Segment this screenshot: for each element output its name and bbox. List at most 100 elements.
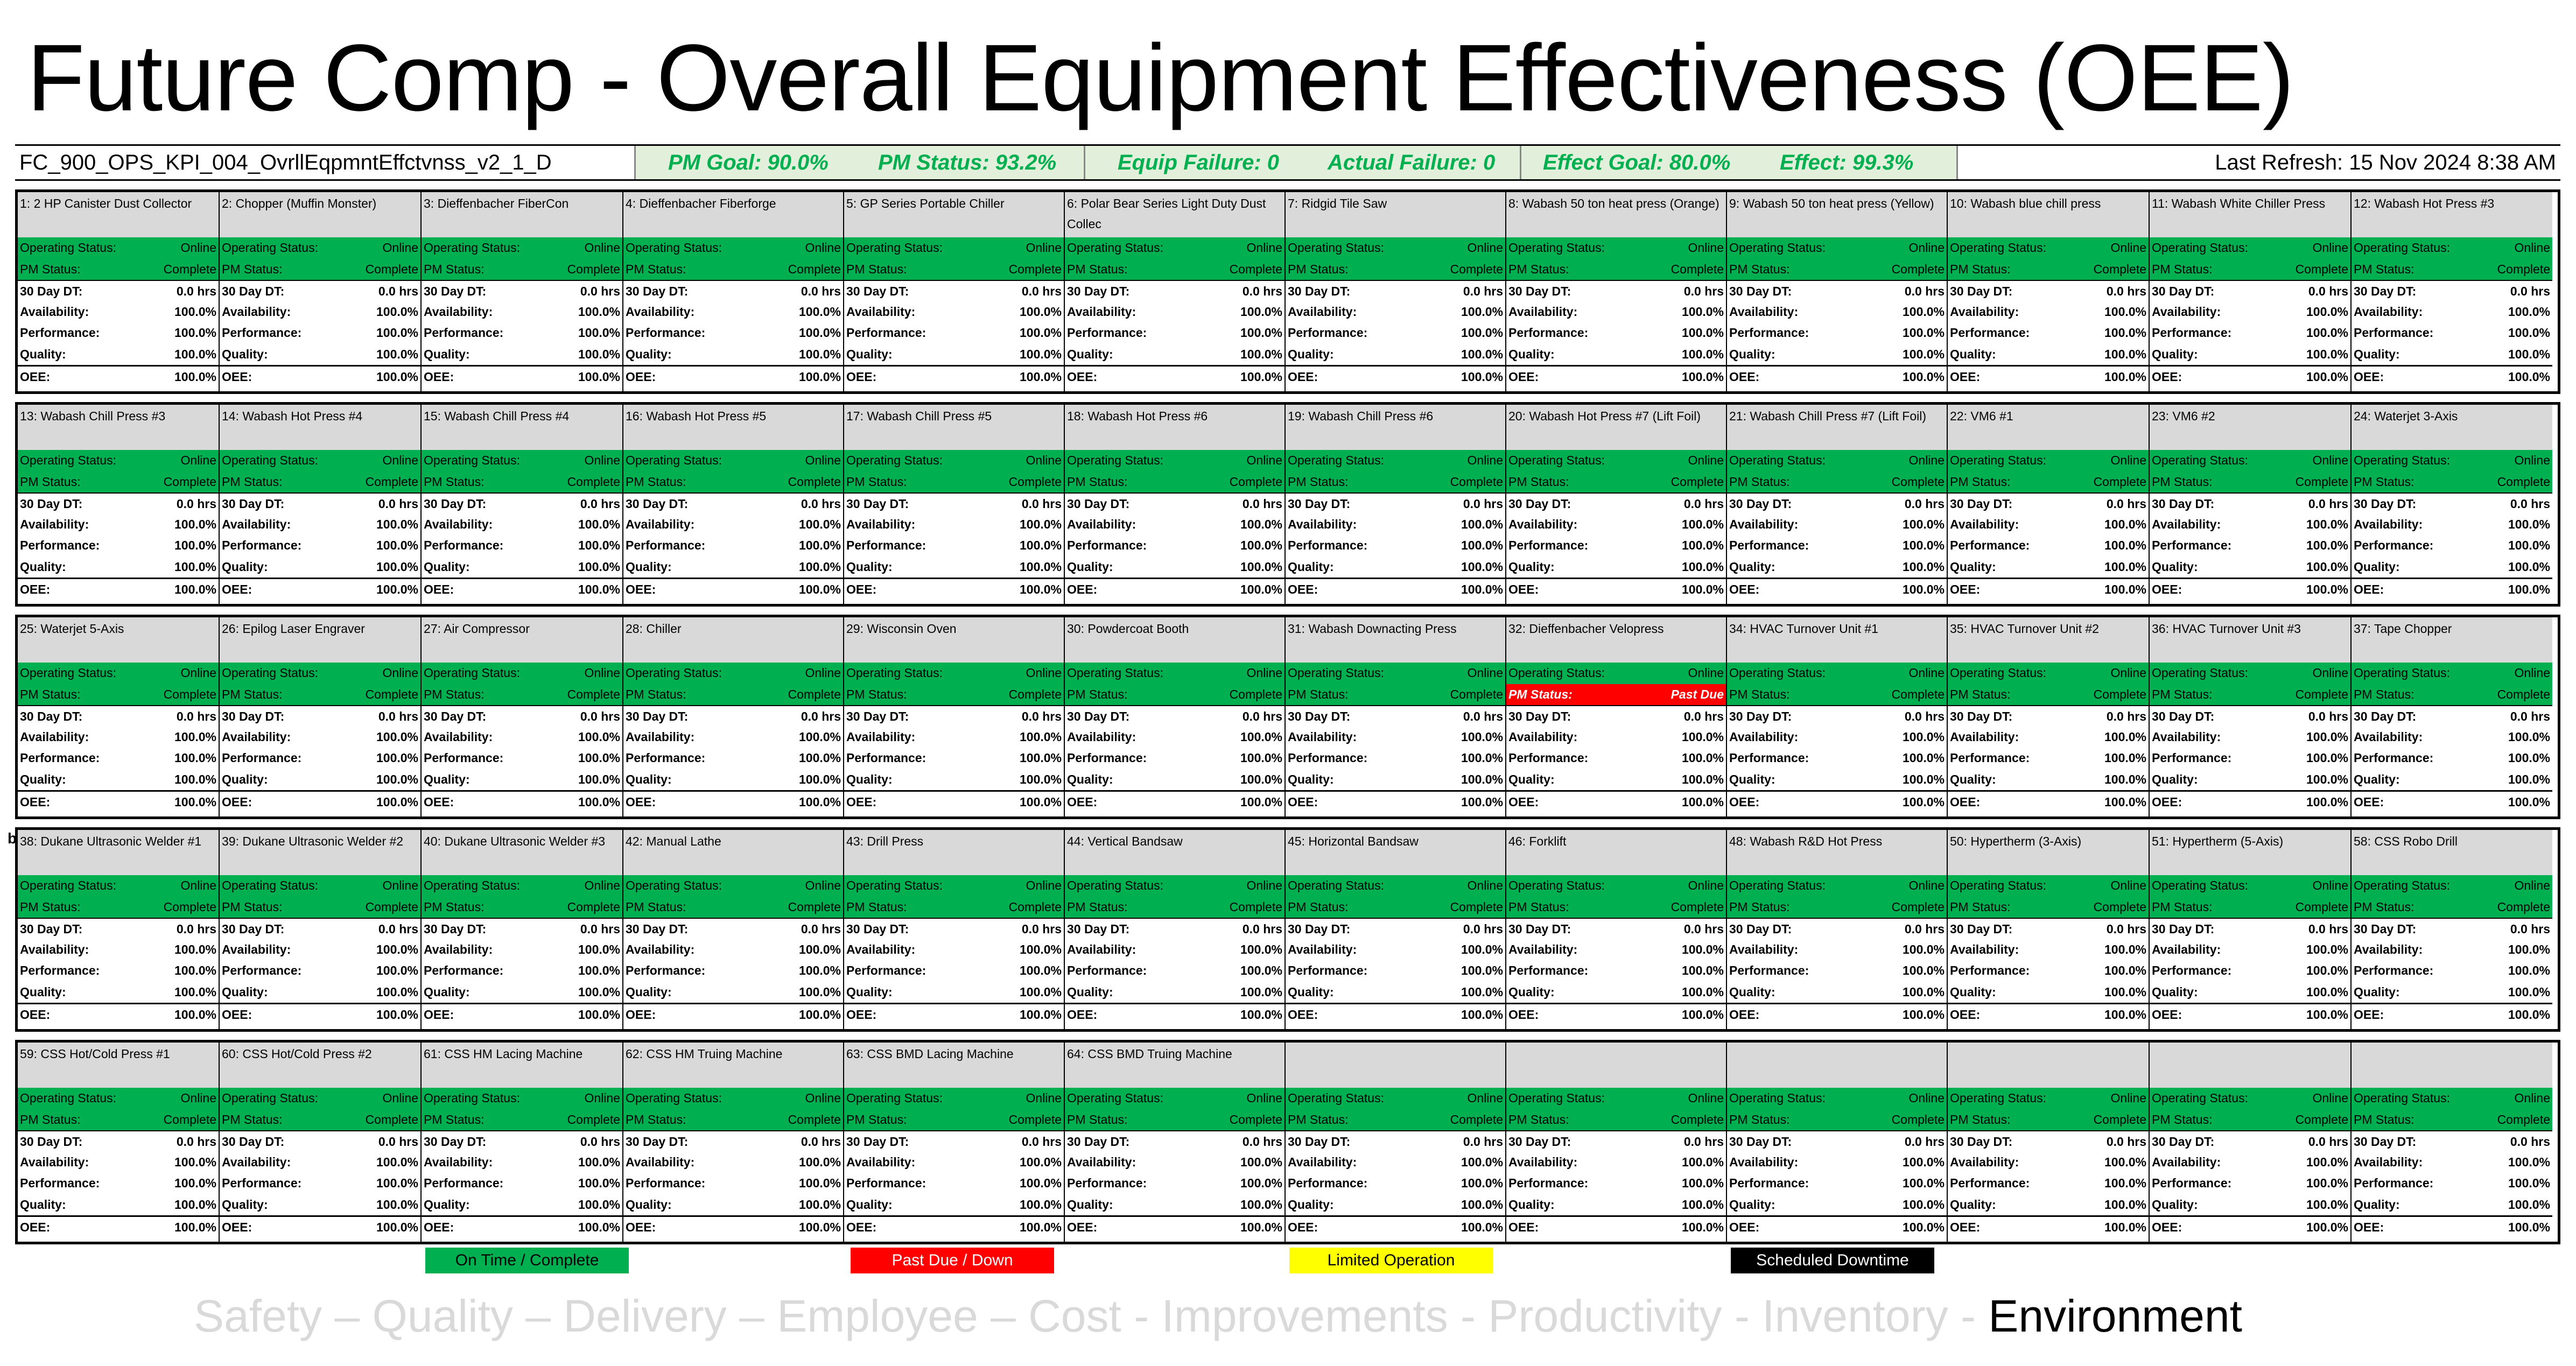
downtime-30-day-row: 30 Day DT: 0.0 hrs (2352, 1130, 2552, 1152)
equipment-card[interactable]: 7: Ridgid Tile Saw Operating Status: Onlin… (1286, 192, 1506, 391)
equipment-card[interactable]: 37: Tape Chopper Operating Status: Online P… (2352, 617, 2552, 816)
equipment-card[interactable]: 5: GP Series Portable Chiller Operating S… (844, 192, 1065, 391)
equipment-card[interactable]: 42: Manual Lathe Operating Status: Online P… (623, 830, 844, 1029)
equipment-card[interactable]: 8: Wabash 50 ton heat press (Orange) Oper… (1506, 192, 1727, 391)
equipment-card[interactable]: 20: Wabash Hot Press #7 (Lift Foil) Opera… (1506, 405, 1727, 604)
downtime-30-day-label: 30 Day DT: (2152, 284, 2215, 298)
performance-label: Performance: (20, 963, 100, 977)
oee-row: OEE: 100.0% (623, 1003, 843, 1024)
availability-row: Availability: 100.0% (18, 1152, 219, 1173)
performance-label: Performance: (626, 326, 706, 340)
pm-status-label: PM Status: (626, 474, 686, 489)
equipment-card[interactable]: 32: Dieffenbacher Velopress Operating Sta… (1506, 617, 1727, 816)
availability-label: Availability: (424, 517, 493, 531)
equipment-card[interactable]: 10: Wabash blue chill press Operating Sta… (1948, 192, 2150, 391)
downtime-30-day-label: 30 Day DT: (2354, 1135, 2417, 1149)
equipment-card[interactable]: 25: Waterjet 5-Axis Operating Status: Onli… (18, 617, 220, 816)
quality-value: 100.0% (1240, 559, 1282, 574)
performance-value: 100.0% (1240, 538, 1282, 552)
equipment-card[interactable]: 39: Dukane Ultrasonic Welder #2 Operating… (220, 830, 422, 1029)
equipment-card[interactable]: Operating Status: Online PM Status: Complet… (1506, 1043, 1727, 1242)
equipment-card[interactable]: 34: HVAC Turnover Unit #1 Operating Statu… (1727, 617, 1948, 816)
performance-row: Performance: 100.0% (623, 960, 843, 982)
equipment-card[interactable]: 16: Wabash Hot Press #5 Operating Status:… (623, 405, 844, 604)
downtime-30-day-row: 30 Day DT: 0.0 hrs (844, 1130, 1064, 1152)
equipment-card[interactable]: 35: HVAC Turnover Unit #2 Operating Statu… (1948, 617, 2150, 816)
equipment-card[interactable]: 44: Vertical Bandsaw Operating Status: Onl… (1065, 830, 1286, 1029)
equipment-card[interactable]: 64: CSS BMD Truing Machine Operating Stat… (1065, 1043, 1286, 1242)
equipment-card[interactable]: 1: 2 HP Canister Dust Collector Operating… (18, 192, 220, 391)
oee-row: OEE: 100.0% (2150, 1003, 2350, 1024)
operating-status-row: Operating Status: Online (2352, 875, 2552, 897)
equipment-name (2150, 1043, 2350, 1088)
availability-row: Availability: 100.0% (623, 514, 843, 536)
equipment-card[interactable]: 30: Powdercoat Booth Operating Status: Onl… (1065, 617, 1286, 816)
equipment-card[interactable]: 63: CSS BMD Lacing Machine Operating Stat… (844, 1043, 1065, 1242)
availability-value: 100.0% (376, 729, 418, 744)
availability-row: Availability: 100.0% (1065, 301, 1285, 323)
equipment-card[interactable]: 26: Epilog Laser Engraver Operating Statu… (220, 617, 422, 816)
equipment-name: 36: HVAC Turnover Unit #3 (2150, 617, 2350, 663)
equipment-card[interactable]: 27: Air Compressor Operating Status: Onlin… (422, 617, 623, 816)
equipment-card[interactable]: Operating Status: Online PM Status: Complet… (2150, 1043, 2352, 1242)
footer-separator: – (513, 1291, 564, 1341)
equipment-card[interactable]: 50: Hypertherm (3-Axis) Operating Status:… (1948, 830, 2150, 1029)
equipment-card[interactable]: 6: Polar Bear Series Light Duty Dust Col… (1065, 192, 1286, 391)
equipment-card[interactable]: 24: Waterjet 3-Axis Operating Status: Onli… (2352, 405, 2552, 604)
downtime-30-day-label: 30 Day DT: (20, 284, 83, 298)
equipment-card[interactable]: 12: Wabash Hot Press #3 Operating Status:… (2352, 192, 2552, 391)
equipment-card[interactable]: 17: Wabash Chill Press #5 Operating Statu… (844, 405, 1065, 604)
equipment-card[interactable]: 4: Dieffenbacher Fiberforge Operating Sta… (623, 192, 844, 391)
equipment-card[interactable]: 62: CSS HM Truing Machine Operating Statu… (623, 1043, 844, 1242)
oee-row: OEE: 100.0% (1948, 1003, 2149, 1024)
equipment-card[interactable]: 14: Wabash Hot Press #4 Operating Status:… (220, 405, 422, 604)
equipment-card[interactable]: 22: VM6 #1 Operating Status: Online PM Stat… (1948, 405, 2150, 604)
equipment-card[interactable]: 46: Forklift Operating Status: Online PM St… (1506, 830, 1727, 1029)
downtime-30-day-value: 0.0 hrs (1242, 1135, 1282, 1149)
equipment-card[interactable]: 18: Wabash Hot Press #6 Operating Status:… (1065, 405, 1286, 604)
availability-label: Availability: (1729, 304, 1799, 319)
equipment-card[interactable]: 11: Wabash White Chiller Press Operating … (2150, 192, 2352, 391)
equipment-card[interactable]: 28: Chiller Operating Status: Online PM Sta… (623, 617, 844, 816)
pm-status-value: Complete (2093, 262, 2146, 276)
equipment-card[interactable]: Operating Status: Online PM Status: Complet… (1727, 1043, 1948, 1242)
downtime-30-day-label: 30 Day DT: (1508, 709, 1571, 723)
equipment-card[interactable]: 36: HVAC Turnover Unit #3 Operating Statu… (2150, 617, 2352, 816)
equipment-card[interactable]: 23: VM6 #2 Operating Status: Online PM Stat… (2150, 405, 2352, 604)
availability-row: Availability: 100.0% (1286, 939, 1505, 961)
equipment-card[interactable]: 29: Wisconsin Oven Operating Status: Onlin… (844, 617, 1065, 816)
operating-status-label: Operating Status: (222, 453, 318, 467)
downtime-30-day-label: 30 Day DT: (2152, 497, 2215, 511)
availability-label: Availability: (1729, 942, 1799, 956)
equipment-card[interactable]: 51: Hypertherm (5-Axis) Operating Status:… (2150, 830, 2352, 1029)
downtime-30-day-value: 0.0 hrs (1242, 284, 1282, 298)
equipment-card[interactable]: 59: CSS Hot/Cold Press #1 Operating Statu… (18, 1043, 220, 1242)
availability-value: 100.0% (2306, 517, 2348, 531)
equipment-card[interactable]: 58: CSS Robo Drill Operating Status: Onlin… (2352, 830, 2552, 1029)
equipment-card[interactable]: Operating Status: Online PM Status: Complet… (2352, 1043, 2552, 1242)
oee-label: OEE: (846, 1008, 877, 1022)
equipment-card[interactable]: 21: Wabash Chill Press #7 (Lift Foil) Ope… (1727, 405, 1948, 604)
equipment-card[interactable]: Operating Status: Online PM Status: Complet… (1286, 1043, 1506, 1242)
equipment-card[interactable]: 43: Drill Press Operating Status: Online PM… (844, 830, 1065, 1029)
equipment-card[interactable]: 19: Wabash Chill Press #6 Operating Statu… (1286, 405, 1506, 604)
equipment-card[interactable]: 9: Wabash 50 ton heat press (Yellow) Oper… (1727, 192, 1948, 391)
equipment-card[interactable]: 61: CSS HM Lacing Machine Operating Statu… (422, 1043, 623, 1242)
operating-status-row: Operating Status: Online (2150, 1088, 2350, 1109)
equipment-card[interactable]: 2: Chopper (Muffin Monster) Operating Sta… (220, 192, 422, 391)
performance-label: Performance: (1288, 1176, 1368, 1190)
downtime-30-day-row: 30 Day DT: 0.0 hrs (18, 918, 219, 939)
equipment-card[interactable]: 48: Wabash R&D Hot Press Operating Status… (1727, 830, 1948, 1029)
equipment-card[interactable]: 40: Dukane Ultrasonic Welder #3 Operating… (422, 830, 623, 1029)
equipment-card[interactable]: 31: Wabash Downacting Press Operating Sta… (1286, 617, 1506, 816)
equipment-card[interactable]: 15: Wabash Chill Press #4 Operating Statu… (422, 405, 623, 604)
equipment-card[interactable]: 38: Dukane Ultrasonic Welder #1 Operating… (18, 830, 220, 1029)
availability-value: 100.0% (2104, 517, 2146, 531)
equipment-card[interactable]: 45: Horizontal Bandsaw Operating Status: O… (1286, 830, 1506, 1029)
equipment-card[interactable]: 13: Wabash Chill Press #3 Operating Statu… (18, 405, 220, 604)
availability-row: Availability: 100.0% (623, 301, 843, 323)
equipment-card[interactable]: 3: Dieffenbacher FiberCon Operating Statu… (422, 192, 623, 391)
oee-label: OEE: (20, 795, 51, 809)
equipment-card[interactable]: Operating Status: Online PM Status: Complet… (1948, 1043, 2150, 1242)
equipment-card[interactable]: 60: CSS Hot/Cold Press #2 Operating Statu… (220, 1043, 422, 1242)
